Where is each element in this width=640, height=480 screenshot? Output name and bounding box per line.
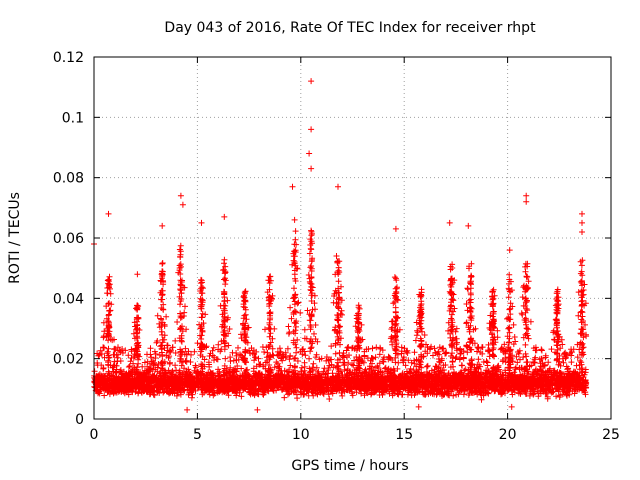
x-tick-label: 20	[499, 427, 517, 443]
x-tick-label: 10	[292, 427, 310, 443]
y-axis-label: ROTI / TECUs	[7, 192, 23, 284]
x-tick-label: 0	[90, 427, 99, 443]
x-tick-label: 15	[395, 427, 413, 443]
x-axis-label: GPS time / hours	[291, 458, 408, 474]
chart-title: Day 043 of 2016, Rate Of TEC Index for r…	[164, 20, 536, 36]
roti-point-markers	[91, 78, 590, 413]
grid-lines	[94, 57, 611, 419]
y-tick-label: 0	[75, 412, 84, 428]
y-tick-label: 0.02	[53, 352, 84, 368]
y-tick-label: 0.06	[53, 231, 84, 247]
x-tick-label: 25	[602, 427, 620, 443]
y-tick-label: 0.1	[62, 110, 84, 126]
x-tick-label: 5	[193, 427, 202, 443]
axis-ticks: 0 5 10 15 20 25 0 0.02 0.04 0.06 0.08 0.1 0.12	[53, 50, 620, 443]
y-tick-label: 0.08	[53, 171, 84, 187]
data-series-roti	[91, 78, 590, 413]
y-tick-label: 0.04	[53, 291, 84, 307]
y-tick-label: 0.12	[53, 50, 84, 66]
